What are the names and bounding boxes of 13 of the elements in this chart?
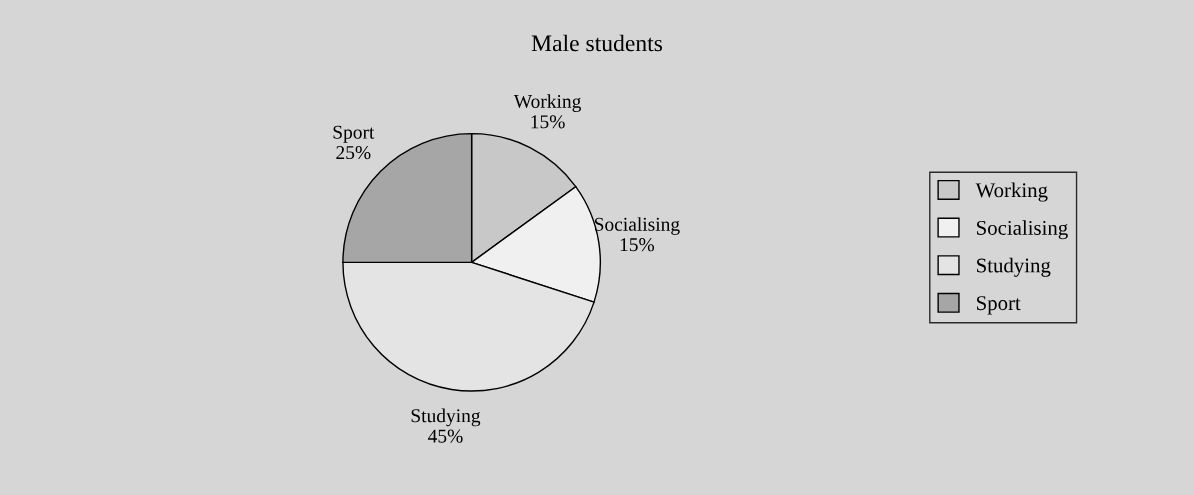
slice-label: Sport: [333, 125, 375, 143]
legend-label: Sport: [977, 296, 1021, 315]
slice-label: Socialising: [594, 217, 680, 235]
data-label: 45%: [428, 429, 463, 443]
slice-label: Working: [513, 94, 581, 112]
chart-title: Male students: [531, 34, 663, 52]
data-label: 25%: [336, 145, 371, 160]
slice-label: Studying: [411, 408, 481, 427]
legend-label: Studying: [977, 257, 1051, 277]
legend-label: Socialising: [977, 220, 1068, 240]
data-label: 15%: [531, 115, 565, 129]
legend-label: Working: [975, 182, 1048, 202]
data-label: 15%: [620, 238, 655, 252]
